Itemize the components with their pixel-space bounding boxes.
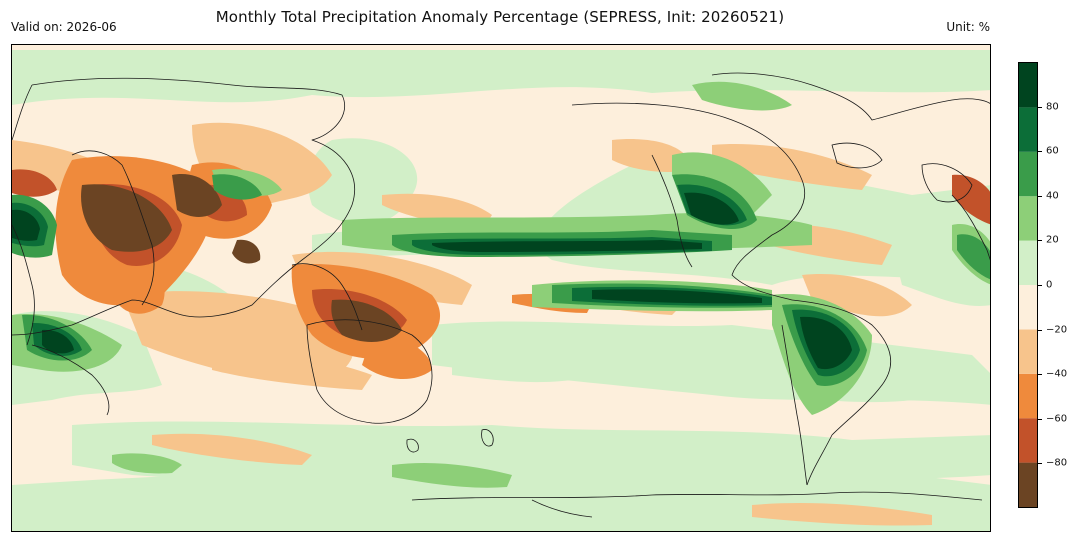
colorbar-bin-3 [1019,329,1037,374]
colorbar-tick-label: 0 [1046,279,1053,291]
colorbar-bins [1019,63,1037,507]
colorbar-tick-label: −80 [1046,457,1068,469]
colorbar-tick-mark [1038,106,1042,108]
colorbar-tick-mark [1038,151,1042,153]
colorbar-bin-9 [1019,63,1037,108]
anomaly-band-neg80-100 [81,174,402,342]
colorbar-tick-mark [1038,285,1042,286]
colorbar-tick-label: 60 [1046,145,1059,157]
colorbar-bin-8 [1019,107,1037,152]
coastlines [12,72,990,518]
figure-title: Monthly Total Precipitation Anomaly Perc… [215,8,785,26]
colorbar-tick-label: 20 [1046,234,1059,246]
colorbar-tick-mark [1038,240,1042,242]
colorbar-bin-6 [1019,196,1037,241]
colorbar-bin-7 [1019,151,1037,197]
colorbar-tick-label: 40 [1046,190,1059,202]
colorbar-tick-label: −40 [1046,368,1068,380]
colorbar-tick-label: 80 [1046,101,1059,113]
colorbar-bin-1 [1019,418,1037,463]
colorbar-tick-mark [1038,374,1042,376]
colorbar-ticks: 80 60 40 20 0 −20 −40 −60 −80 [1038,62,1078,508]
colorbar-bin-2 [1019,373,1037,419]
colorbar-tick-mark [1038,463,1042,465]
colorbar-bin-5 [1019,240,1037,285]
unit-label: Unit: % [946,20,990,34]
colorbar-bin-0 [1019,462,1037,507]
colorbar-tick-label: −20 [1046,324,1068,336]
colorbar-tick-mark [1038,418,1042,420]
colorbar-tick-mark [1038,195,1042,197]
colorbar-tick-mark [1038,329,1042,331]
precipitation-anomaly-map [11,44,991,532]
anomaly-band-80-100 [12,192,852,370]
valid-date-label: Valid on: 2026-06 [11,20,117,34]
colorbar [1018,62,1038,508]
colorbar-tick-label: −60 [1046,413,1068,425]
colorbar-bin-4 [1019,285,1037,330]
